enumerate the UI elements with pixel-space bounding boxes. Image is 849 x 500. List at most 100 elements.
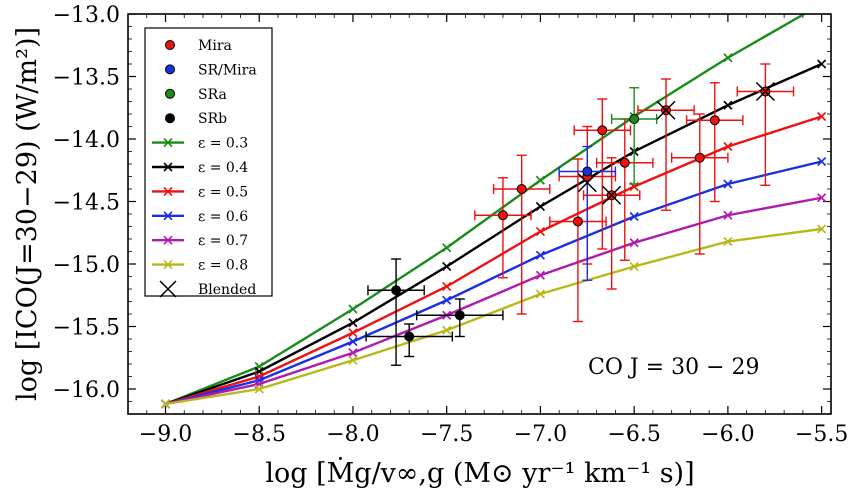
model-marker — [442, 295, 452, 305]
legend-label: Blended — [198, 282, 256, 298]
data-point — [709, 115, 720, 126]
transition-annotation: CO J = 30 − 29 — [588, 355, 760, 380]
legend-marker — [165, 113, 175, 124]
legend-label: SR/Mira — [198, 62, 257, 78]
model-marker — [817, 111, 827, 122]
blended-marker — [602, 185, 622, 205]
model-curves — [160, 0, 827, 409]
data-point — [516, 184, 527, 194]
legend-label: ε = 0.7 — [198, 233, 248, 249]
data-point — [572, 216, 583, 227]
legend-label: ε = 0.3 — [198, 136, 248, 152]
model-curve — [165, 115, 822, 406]
model-marker — [723, 179, 733, 189]
model-marker — [348, 336, 358, 347]
model-marker — [723, 236, 733, 247]
model-marker — [817, 156, 827, 167]
legend-marker — [163, 138, 173, 148]
legend-marker — [165, 88, 175, 99]
blended-marker — [656, 100, 676, 120]
model-marker — [817, 224, 827, 234]
model-curve — [165, 14, 807, 406]
y-tick-label: −14.0 — [53, 128, 120, 153]
y-tick-label: −16.0 — [53, 378, 120, 403]
data-points — [365, 63, 795, 366]
legend-label: ε = 0.5 — [198, 184, 248, 200]
x-axis-label: log [Ṁg/v∞,g (M⊙ yr⁻¹ km⁻¹ s)] — [265, 456, 694, 489]
model-curve — [165, 62, 823, 406]
model-marker — [723, 141, 733, 152]
model-marker — [160, 399, 171, 409]
legend-marker — [159, 280, 177, 298]
x-tick-label: −5.5 — [795, 422, 848, 447]
model-marker — [723, 100, 733, 110]
y-tick-label: −15.5 — [53, 316, 120, 341]
x-tick-label: −9.0 — [139, 422, 192, 447]
tick-labels: −9.0 −8.5 −8.0 −7.5 −7.0 −6.5 −6.0 −5.5 −16.0 −15… — [53, 3, 849, 447]
model-curve — [165, 196, 822, 406]
data-point — [391, 285, 402, 296]
model-marker — [629, 211, 639, 222]
model-marker — [535, 175, 545, 185]
y-tick-label: −15.0 — [53, 253, 120, 278]
legend-marker — [165, 64, 175, 75]
model-marker — [348, 304, 358, 314]
y-tick-label: −13.0 — [53, 3, 120, 28]
model-marker — [535, 226, 545, 237]
x-tick-label: −7.5 — [420, 422, 473, 447]
data-point — [619, 157, 630, 168]
model-marker — [723, 210, 733, 220]
model-marker — [629, 238, 639, 248]
legend-box — [144, 27, 273, 297]
model-marker — [348, 318, 358, 328]
model-marker — [348, 355, 358, 365]
legend-label: ε = 0.8 — [198, 258, 248, 274]
model-curve — [165, 160, 822, 406]
model-marker — [348, 328, 358, 338]
model-marker — [818, 0, 826, 8]
model-marker — [723, 53, 733, 63]
model-marker — [442, 281, 452, 292]
model-marker — [535, 201, 545, 212]
legend-label: ε = 0.6 — [198, 209, 248, 225]
model-marker — [535, 289, 545, 299]
plot-frame — [127, 13, 832, 415]
model-marker — [442, 261, 452, 272]
y-tick-label: −13.5 — [53, 66, 120, 91]
data-point — [497, 210, 508, 221]
legend-marker — [163, 260, 173, 270]
legend-label: SRb — [198, 111, 227, 127]
x-tick-label: −6.5 — [607, 422, 660, 447]
x-tick-label: −6.0 — [701, 422, 754, 447]
legend-marker — [163, 186, 173, 196]
data-point — [629, 114, 640, 124]
model-marker — [442, 325, 452, 335]
x-tick-label: −8.5 — [233, 422, 286, 447]
model-marker — [348, 348, 358, 358]
data-point — [597, 125, 608, 136]
model-marker — [535, 250, 545, 260]
data-point — [404, 331, 415, 342]
legend: Mira SR/Mira SRa SRb ε = 0.3 ε = 0.4 ε = 0.5 ε … — [144, 27, 273, 298]
model-marker — [535, 270, 545, 280]
legend-label: ε = 0.4 — [198, 160, 248, 176]
y-tick-label: −14.5 — [53, 191, 120, 216]
model-marker — [629, 261, 639, 272]
model-marker — [817, 59, 827, 69]
data-point — [454, 310, 465, 321]
legend-marker — [165, 40, 175, 50]
x-tick-label: −7.0 — [514, 422, 567, 447]
model-marker — [817, 193, 827, 203]
data-point — [694, 152, 705, 163]
blended-marker — [577, 173, 597, 193]
blended-marker — [755, 81, 775, 102]
x-tick-label: −8.0 — [326, 422, 379, 447]
legend-label: Mira — [198, 38, 232, 54]
y-axis-label: log [ICO(J=30−29) (W/m²)] — [12, 27, 43, 401]
model-marker — [254, 384, 264, 394]
legend-label: SRa — [198, 87, 227, 103]
legend-marker — [163, 211, 173, 221]
model-marker — [442, 243, 452, 253]
legend-marker — [163, 235, 173, 245]
